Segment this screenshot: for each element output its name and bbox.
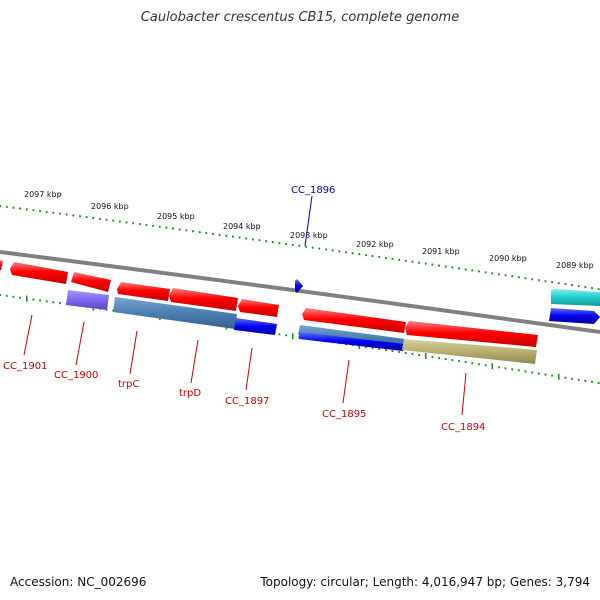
- leader-line: [304, 195, 313, 247]
- gene-feature[interactable]: [549, 308, 600, 324]
- kbp-label-2097: 2097 kbp: [24, 190, 62, 199]
- gene-feature[interactable]: [234, 318, 277, 335]
- accession-text: Accession: NC_002696: [10, 575, 147, 589]
- kbp-label-2092: 2092 kbp: [356, 240, 394, 249]
- gene-feature[interactable]: [405, 321, 538, 347]
- kbp-label-2096: 2096 kbp: [91, 202, 129, 211]
- gene-feature[interactable]: [117, 282, 170, 301]
- gene-feature[interactable]: [10, 262, 68, 284]
- leader-line: [190, 339, 199, 384]
- leader-line: [461, 372, 467, 416]
- gene-label-cc1896[interactable]: CC_1896: [291, 185, 335, 196]
- gene-label-cc1901[interactable]: CC_1901: [3, 361, 47, 372]
- kbp-label-2089: 2089 kbp: [556, 261, 594, 270]
- gene-feature[interactable]: [238, 299, 279, 317]
- gene-feature[interactable]: [551, 289, 600, 306]
- gene-feature[interactable]: [402, 339, 537, 364]
- gene-label-trpD[interactable]: trpD: [179, 388, 201, 399]
- gene-feature[interactable]: [71, 272, 111, 292]
- gene-label-trpC[interactable]: trpC: [118, 379, 139, 390]
- leader-line: [129, 330, 138, 375]
- genome-summary-text: Topology: circular; Length: 4,016,947 bp…: [260, 575, 590, 589]
- gene-label-cc1897[interactable]: CC_1897: [225, 396, 269, 407]
- gene-feature[interactable]: [302, 308, 406, 333]
- map-title: Caulobacter crescentus CB15, complete ge…: [140, 10, 460, 25]
- leader-line: [245, 347, 253, 391]
- gene-feature[interactable]: [113, 297, 237, 329]
- kbp-label-2095: 2095 kbp: [157, 212, 195, 221]
- kbp-label-2094: 2094 kbp: [223, 222, 261, 231]
- gene-feature[interactable]: [66, 290, 109, 310]
- kbp-label-2093: 2093 kbp: [290, 231, 328, 240]
- gene-feature[interactable]: [0, 260, 3, 270]
- gene-feature[interactable]: [299, 332, 404, 351]
- gene-feature[interactable]: [169, 288, 238, 311]
- outer-tick-ring: [0, 204, 600, 291]
- gene-label-cc1895[interactable]: CC_1895: [322, 409, 366, 420]
- leader-line: [23, 314, 33, 356]
- leader-line: [342, 359, 350, 404]
- leader-line: [75, 321, 85, 366]
- gene-label-cc1894[interactable]: CC_1894: [441, 422, 485, 433]
- genome-backbone: [0, 250, 600, 334]
- kbp-label-2090: 2090 kbp: [489, 254, 527, 263]
- cc1896-feature[interactable]: [295, 279, 303, 293]
- kbp-label-2091: 2091 kbp: [422, 247, 460, 256]
- gene-label-cc1900[interactable]: CC_1900: [54, 370, 98, 381]
